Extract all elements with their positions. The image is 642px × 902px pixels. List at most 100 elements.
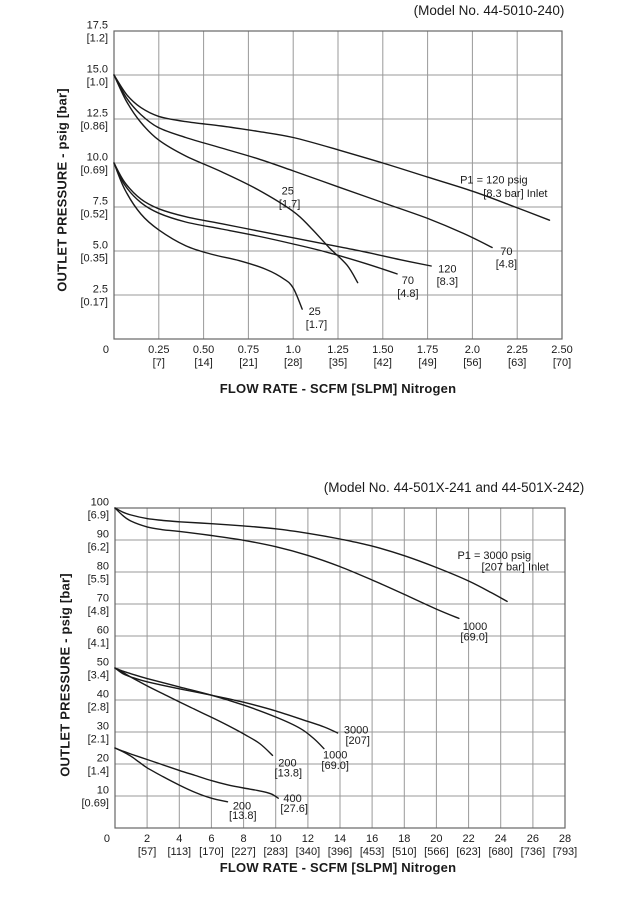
x-tick-label: 12 — [302, 833, 314, 845]
curve-annotation: [69.0] — [321, 760, 349, 772]
bottom-chart-canvas: 2[57]4[113]6[170]8[227]10[283]12[340]14[… — [81, 497, 577, 859]
top-chart-title: (Model No. 44-5010-240) — [413, 3, 565, 18]
x-tick-sub-label: [42] — [374, 357, 392, 369]
curve-annotation: [8.3] — [437, 276, 458, 288]
curve-4 — [114, 667, 274, 757]
x-tick-sub-label: [56] — [463, 357, 481, 369]
x-tick-label: 16 — [366, 833, 378, 845]
curve-2 — [113, 74, 359, 284]
x-tick-sub-label: [453] — [360, 846, 384, 858]
y-tick-sub-label: [4.1] — [88, 638, 109, 650]
y-tick-sub-label: [5.5] — [88, 574, 109, 586]
x-tick-label: 0.50 — [193, 344, 214, 356]
x-tick-sub-label: [793] — [553, 846, 577, 858]
y-tick-label: 5.0 — [93, 240, 108, 252]
y-tick-label: 17.5 — [87, 20, 108, 32]
x-tick-label: 2.50 — [551, 344, 572, 356]
y-tick-sub-label: [0.69] — [81, 798, 109, 810]
curve-3 — [113, 162, 432, 267]
x-tick-label: 1.0 — [286, 344, 301, 356]
curve-annotation: 200 — [278, 757, 296, 769]
curve-annotation: [27.6] — [280, 803, 308, 815]
top-chart-canvas: 0.25[7] 0.50[14] 0.75[21] 1.0[28] 1.25[35] 1.… — [80, 20, 572, 370]
curve-5 — [113, 162, 303, 310]
x-tick-label: 28 — [559, 833, 571, 845]
origin-zero-label: 0 — [103, 344, 109, 356]
x-tick-label: 22 — [462, 833, 474, 845]
x-tick-label: 1.50 — [372, 344, 393, 356]
y-tick-sub-label: [0.52] — [80, 209, 108, 221]
curve-1 — [114, 507, 460, 620]
curve-annotation: 200 — [233, 801, 251, 813]
x-tick-sub-label: [170] — [199, 846, 223, 858]
curve-annotation: P1 = 3000 psig — [457, 550, 531, 562]
y-tick-sub-label: [0.35] — [80, 253, 108, 265]
curve-annotation: 70 — [500, 246, 512, 258]
top-chart-x-axis-title: FLOW RATE - SCFM [SLPM] Nitrogen — [219, 381, 457, 396]
x-tick-label: 10 — [270, 833, 282, 845]
x-tick-label: 14 — [334, 833, 346, 845]
x-tick-sub-label: [7] — [153, 357, 165, 369]
x-tick-sub-label: [35] — [329, 357, 347, 369]
x-tick-label: 2.0 — [465, 344, 480, 356]
x-tick-sub-label: [21] — [239, 357, 257, 369]
y-tick-label: 15.0 — [87, 64, 108, 76]
y-tick-label: 80 — [97, 561, 109, 573]
curve-annotation: 25 — [309, 306, 321, 318]
x-tick-label: 1.75 — [417, 344, 438, 356]
x-tick-sub-label: [227] — [231, 846, 255, 858]
y-tick-sub-label: [2.1] — [88, 734, 109, 746]
origin-zero-label: 0 — [104, 833, 110, 845]
y-tick-sub-label: [4.8] — [88, 606, 109, 618]
x-tick-label: 8 — [241, 833, 247, 845]
y-tick-label: 7.5 — [93, 196, 108, 208]
y-tick-label: 20 — [97, 753, 109, 765]
bottom-chart-x-axis-title: FLOW RATE - SCFM [SLPM] Nitrogen — [219, 860, 457, 875]
x-tick-sub-label: [623] — [456, 846, 480, 858]
y-tick-label: 2.5 — [93, 284, 108, 296]
curve-annotation: [1.7] — [306, 319, 327, 331]
x-tick-sub-label: [14] — [194, 357, 212, 369]
x-tick-label: 24 — [495, 833, 507, 845]
curve-annotation: [69.0] — [460, 631, 488, 643]
y-tick-sub-label: [1.4] — [88, 766, 109, 778]
y-tick-sub-label: [6.9] — [88, 510, 109, 522]
curve-annotation: [13.8] — [229, 810, 257, 822]
curve-annotation: [4.8] — [496, 258, 517, 270]
x-tick-label: 18 — [398, 833, 410, 845]
x-tick-sub-label: [510] — [392, 846, 416, 858]
x-tick-sub-label: [736] — [521, 846, 545, 858]
y-tick-sub-label: [0.17] — [80, 297, 108, 309]
curve-annotation: [4.8] — [397, 288, 418, 300]
curve-annotation: 1000 — [463, 621, 487, 633]
x-tick-sub-label: [680] — [488, 846, 512, 858]
x-tick-label: 6 — [208, 833, 214, 845]
curve-annotation: [207 bar] Inlet — [482, 562, 549, 574]
curve-annotation: [13.8] — [275, 768, 303, 780]
curve-annotation: 400 — [283, 793, 301, 805]
y-tick-label: 40 — [97, 689, 109, 701]
x-tick-sub-label: [113] — [167, 846, 191, 858]
y-tick-label: 10.0 — [87, 152, 108, 164]
plot-border — [113, 30, 563, 340]
curve-0 — [114, 507, 508, 603]
x-tick-sub-label: [57] — [138, 846, 156, 858]
bottom-chart-title: (Model No. 44-501X-241 and 44-501X-242) — [323, 480, 585, 495]
curve-5 — [114, 747, 279, 799]
curve-annotation: P1 = 120 psig — [460, 175, 528, 187]
x-tick-label: 1.25 — [327, 344, 348, 356]
x-tick-label: 20 — [430, 833, 442, 845]
y-tick-label: 30 — [97, 721, 109, 733]
x-tick-sub-label: [566] — [424, 846, 448, 858]
curve-0 — [113, 74, 551, 221]
y-tick-label: 12.5 — [87, 108, 108, 120]
curve-annotation: 70 — [402, 275, 414, 287]
curve-annotation: [207] — [345, 735, 369, 747]
x-tick-label: 2.25 — [506, 344, 527, 356]
curve-annotation: 120 — [438, 264, 456, 276]
x-tick-label: 26 — [527, 833, 539, 845]
curve-annotation: 3000 — [344, 724, 368, 736]
curve-annotation: [1.7] — [279, 199, 300, 211]
x-tick-label: 0.25 — [148, 344, 169, 356]
